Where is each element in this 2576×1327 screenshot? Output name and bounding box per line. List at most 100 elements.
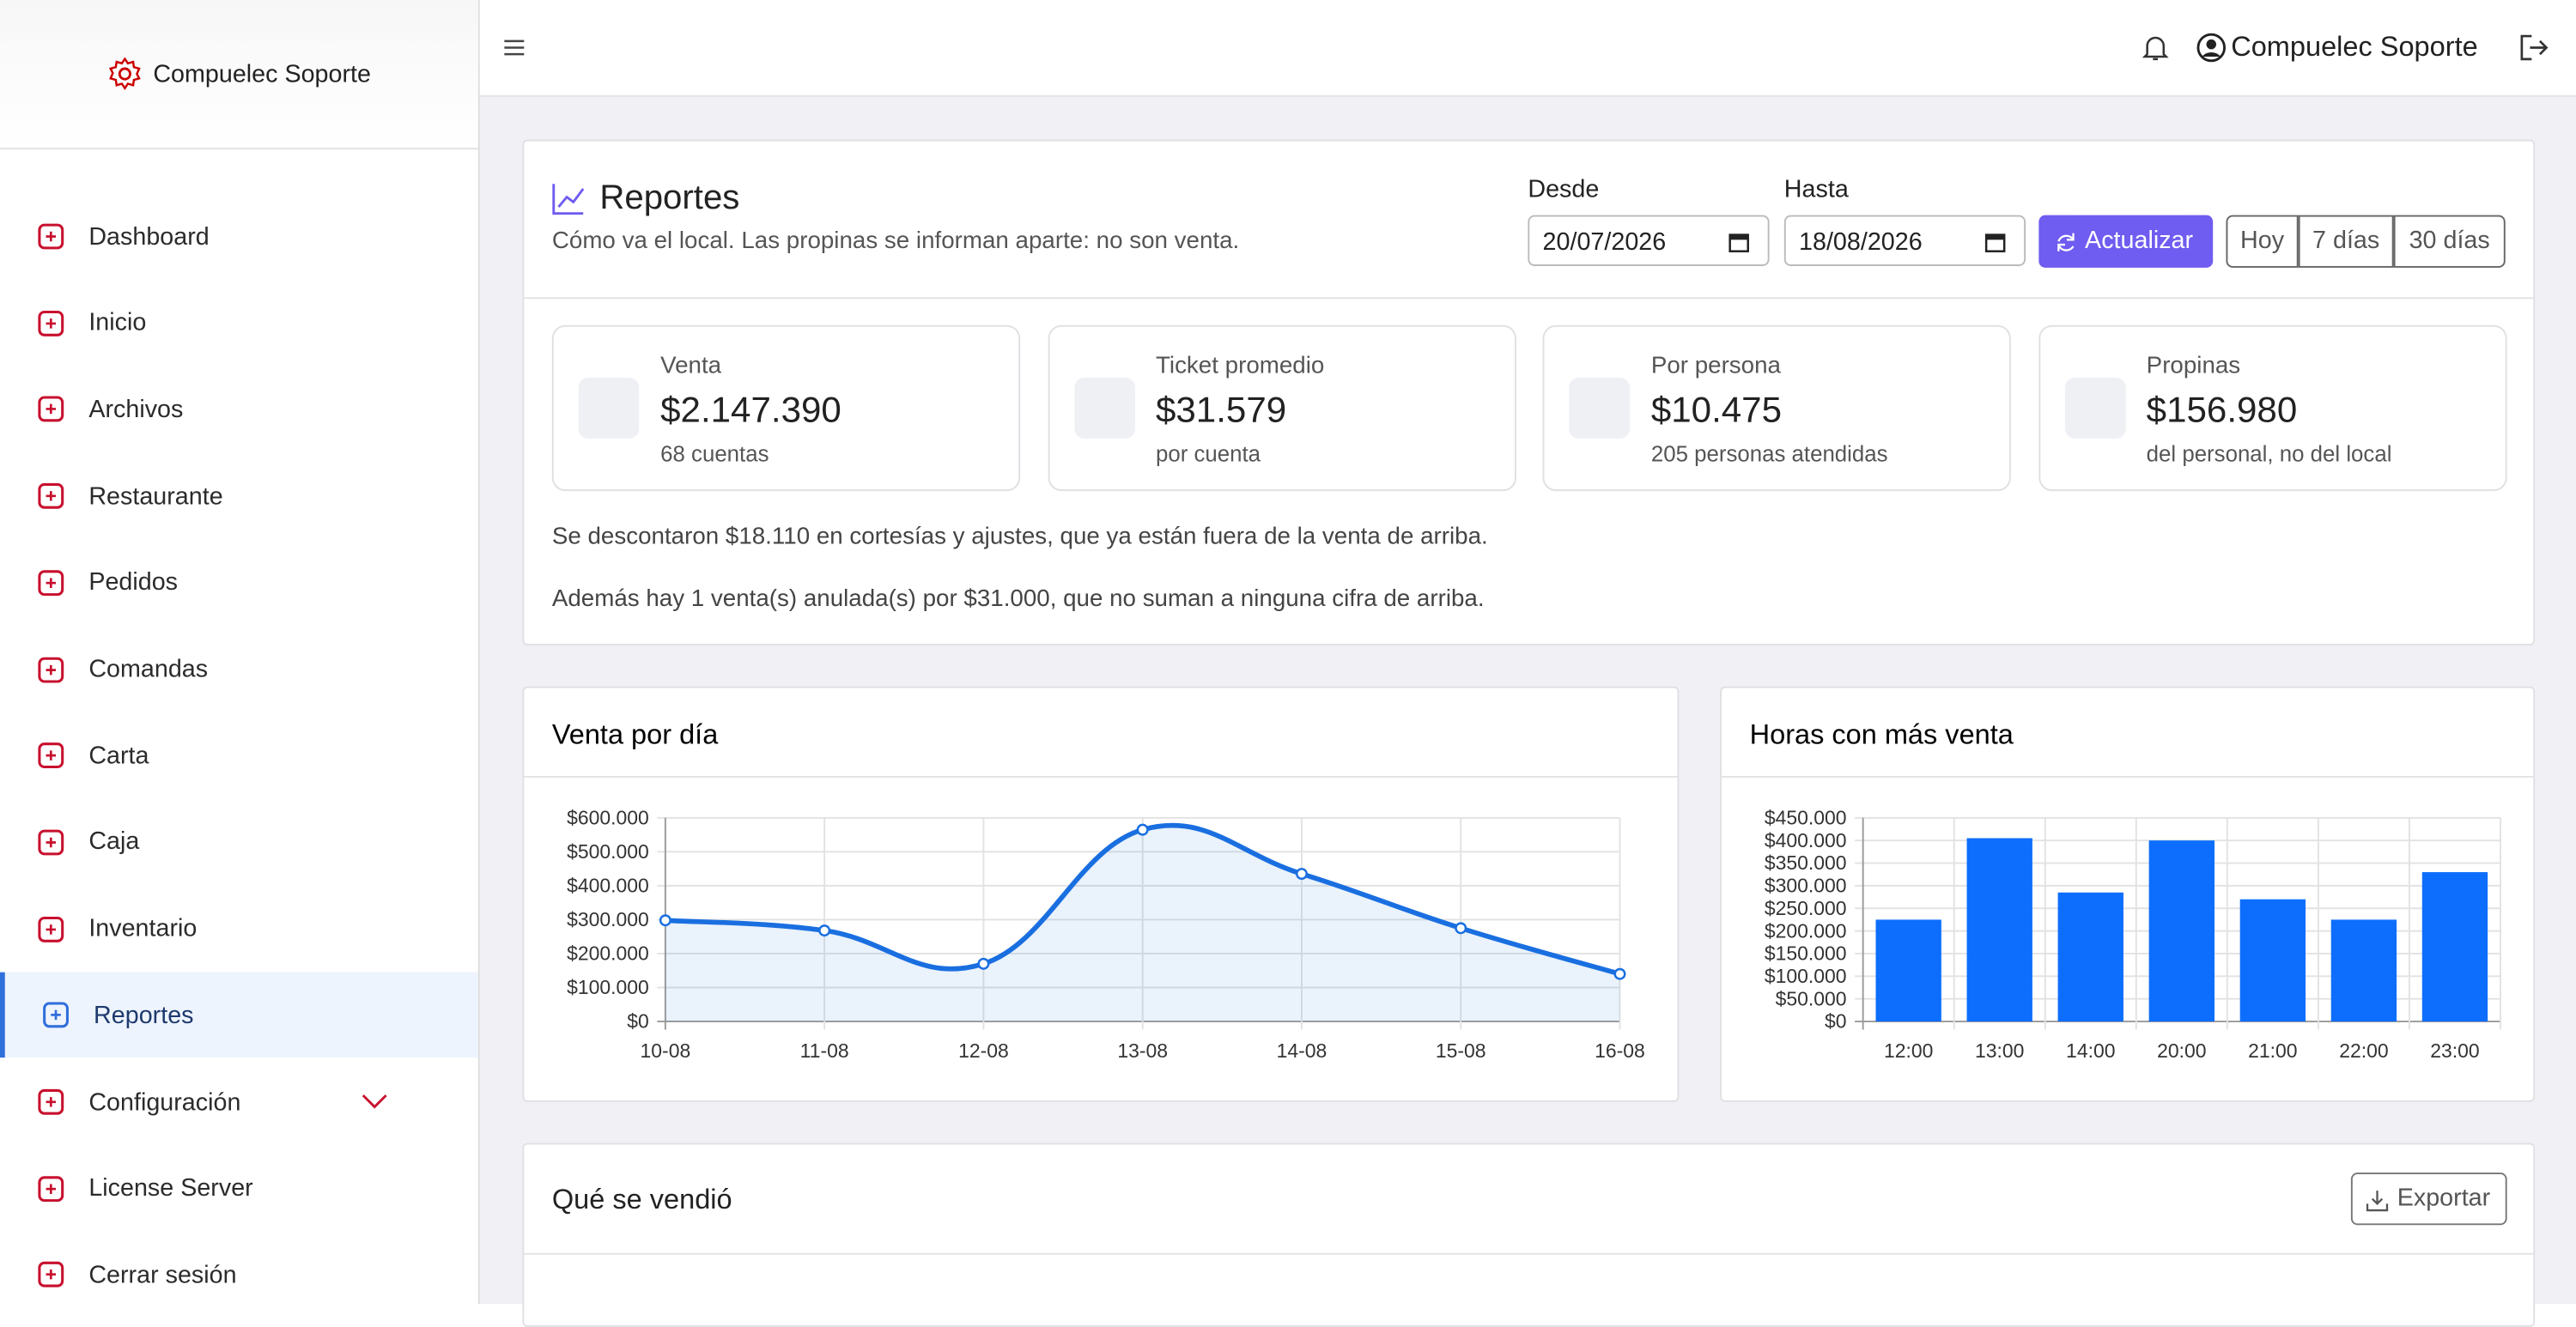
kpi-label: Propinas xyxy=(2146,353,2241,379)
menu-item[interactable]: Dashboard xyxy=(0,194,478,279)
menu-icon xyxy=(38,397,64,423)
menu-item[interactable]: Pedidos xyxy=(0,540,478,625)
note: Se descontaron $18.110 en cortesías y aj… xyxy=(551,524,1488,550)
menu-icon xyxy=(38,310,64,336)
menu-icon xyxy=(38,656,64,682)
x-tick-label: 23:00 xyxy=(2430,1039,2479,1062)
note: Además hay 1 venta(s) anulada(s) por $31… xyxy=(551,586,1485,613)
menu-label: Caja xyxy=(88,828,140,857)
menu-item[interactable]: Configuración xyxy=(0,1059,478,1144)
refresh-button[interactable]: Actualizar xyxy=(2038,215,2214,268)
kpi-note: 68 cuentas xyxy=(660,441,769,467)
report-card: Reportes Cómo va el local. Las propinas … xyxy=(522,139,2536,645)
refresh-icon xyxy=(2057,233,2075,251)
point xyxy=(1455,922,1467,935)
hamburger[interactable] xyxy=(502,36,526,59)
y-tick-label: $350.000 xyxy=(1765,851,1847,874)
point xyxy=(1613,967,1626,980)
chart-title: Horas con más venta xyxy=(1750,719,2014,750)
menu-item[interactable]: Inicio xyxy=(0,281,478,366)
menu-label: Archivos xyxy=(88,395,184,424)
menu-label: Restaurante xyxy=(88,482,223,511)
range-button[interactable]: Hoy xyxy=(2226,215,2299,268)
x-tick-label: 11-08 xyxy=(800,1039,849,1062)
kpi-icon xyxy=(1073,378,1135,439)
calendar-icon xyxy=(1984,233,2006,252)
refresh-label: Actualizar xyxy=(2085,227,2194,255)
to-value: 18/08/2026 xyxy=(1799,227,1923,257)
kpi-card: Venta $2.147.390 68 cuentas xyxy=(551,324,1021,492)
y-tick-label: $300.000 xyxy=(1765,875,1847,897)
y-tick-label: $600.000 xyxy=(567,806,649,828)
y-tick-label: $400.000 xyxy=(1765,829,1847,851)
kpi-label: Venta xyxy=(660,353,722,379)
x-tick-label: 13:00 xyxy=(1975,1039,2024,1062)
menu-item[interactable]: Comandas xyxy=(0,627,478,712)
report-icon xyxy=(552,184,585,215)
user-name[interactable]: Compuelec Soporte xyxy=(2231,31,2478,63)
point xyxy=(818,924,831,937)
menu-item[interactable]: Restaurante xyxy=(0,453,478,538)
user-icon[interactable] xyxy=(2196,33,2227,63)
menu-label: Cerrar sesión xyxy=(88,1261,237,1289)
kpi-note: del personal, no del local xyxy=(2146,441,2392,467)
y-tick-label: $300.000 xyxy=(567,908,649,930)
bell-icon[interactable] xyxy=(2142,33,2169,62)
x-tick-label: 12-08 xyxy=(958,1039,1009,1062)
topbar: Compuelec Soporte xyxy=(479,0,2576,97)
menu-icon xyxy=(38,569,64,596)
sidebar: Compuelec Soporte Dashboard Inicio Archivo… xyxy=(0,0,480,1305)
range-button[interactable]: 30 días xyxy=(2393,215,2506,268)
logout-icon[interactable] xyxy=(2518,33,2549,62)
x-tick-label: 14:00 xyxy=(2066,1039,2115,1062)
to-label: Hasta xyxy=(1783,175,1849,204)
x-tick-label: 16-08 xyxy=(1595,1039,1645,1062)
kpi-value: $10.475 xyxy=(1650,389,1783,431)
calendar-icon xyxy=(1728,233,1749,252)
y-tick-label: $200.000 xyxy=(567,942,649,965)
menu-item[interactable]: Archivos xyxy=(0,367,478,451)
bar xyxy=(2330,919,2397,1022)
x-tick-label: 10-08 xyxy=(641,1039,691,1062)
chart-card: Horas con más venta $0 $50.000 $100.000 $150… xyxy=(1720,686,2536,1102)
chevron[interactable] xyxy=(361,1094,388,1110)
download-icon xyxy=(2366,1191,2389,1212)
from-input[interactable]: 20/07/2026 xyxy=(1528,215,1770,266)
kpi-label: Por persona xyxy=(1650,353,1781,379)
area xyxy=(665,825,1620,1022)
menu-item[interactable]: Cerrar sesión xyxy=(0,1233,478,1318)
kpi-label: Ticket promedio xyxy=(1155,353,1325,379)
point xyxy=(977,957,990,970)
menu-item[interactable]: Reportes xyxy=(0,973,478,1058)
kpi-icon xyxy=(2064,378,2125,439)
x-tick-label: 22:00 xyxy=(2339,1039,2388,1062)
export-button[interactable]: Exportar xyxy=(2350,1172,2507,1226)
kpi-icon xyxy=(1569,378,1630,439)
kpi-card: Por persona $10.475 205 personas atendidas xyxy=(1542,324,2011,492)
brand-icon xyxy=(109,57,142,90)
bar xyxy=(2057,892,2123,1022)
y-tick-label: $0 xyxy=(1825,1010,1847,1033)
y-tick-label: $400.000 xyxy=(567,875,649,897)
menu-item[interactable]: Caja xyxy=(0,800,478,885)
menu-item[interactable]: Carta xyxy=(0,713,478,798)
menu-icon xyxy=(38,1088,64,1115)
menu-label: Carta xyxy=(88,742,149,770)
y-tick-label: $100.000 xyxy=(567,976,649,998)
to-input[interactable]: 18/08/2026 xyxy=(1783,215,2026,266)
y-tick-label: $150.000 xyxy=(1765,942,1847,965)
x-tick-label: 15-08 xyxy=(1436,1039,1486,1062)
y-tick-label: $50.000 xyxy=(1776,987,1847,1009)
menu-item[interactable]: License Server xyxy=(0,1146,478,1231)
menu-icon xyxy=(38,223,64,250)
menu-label: Pedidos xyxy=(88,568,179,597)
menu-label: Dashboard xyxy=(88,222,210,251)
bar xyxy=(1875,919,1941,1022)
menu-item[interactable]: Inventario xyxy=(0,886,478,971)
menu-icon xyxy=(38,829,64,856)
menu-label: License Server xyxy=(88,1174,253,1203)
brand[interactable]: Compuelec Soporte xyxy=(0,0,478,150)
range-button[interactable]: 7 días xyxy=(2298,215,2394,268)
from-label: Desde xyxy=(1528,175,1600,204)
y-tick-label: $100.000 xyxy=(1765,965,1847,987)
